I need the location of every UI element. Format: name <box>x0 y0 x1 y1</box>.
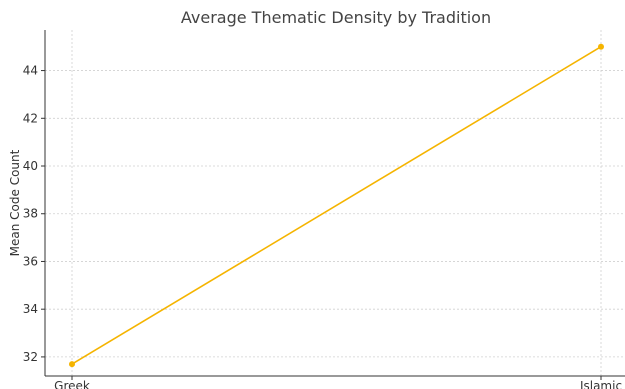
y-tick-label: 34 <box>23 302 38 316</box>
chart-title: Average Thematic Density by Tradition <box>181 8 491 27</box>
data-point <box>69 361 75 368</box>
x-tick-label: Greek <box>54 379 90 389</box>
series-line <box>71 46 602 365</box>
y-tick-label: 36 <box>23 254 38 268</box>
y-axis-label: Mean Code Count <box>8 149 22 256</box>
y-tick-label: 42 <box>23 111 38 125</box>
data-point <box>598 43 604 50</box>
y-tick-label: 32 <box>23 350 38 364</box>
series-layer <box>69 43 604 368</box>
axes-layer <box>44 30 625 377</box>
y-tick-label: 38 <box>23 207 38 221</box>
grid-layer <box>45 30 625 376</box>
y-tick-label: 40 <box>23 159 38 173</box>
y-tick-label: 44 <box>23 64 38 78</box>
x-tick-label: Islamic <box>580 379 622 389</box>
ticks-layer: 32 34 36 38 40 42 44 Greek Islamic <box>23 64 622 389</box>
